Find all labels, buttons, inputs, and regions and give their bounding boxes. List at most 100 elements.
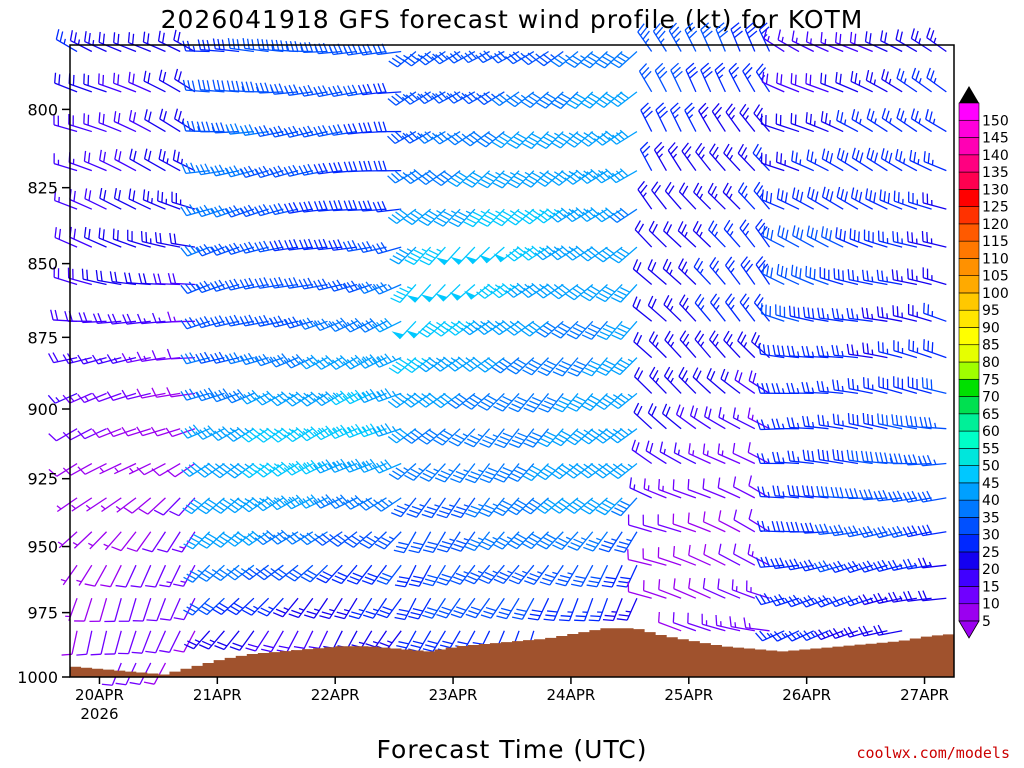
barb-half (329, 533, 335, 539)
barb-full (780, 265, 784, 277)
barb-full (799, 598, 807, 608)
barb-staff (710, 302, 726, 322)
barb-full (709, 257, 717, 267)
barb-full (97, 73, 100, 84)
barb-full (604, 614, 616, 617)
barb-full (688, 577, 691, 589)
barb-full (254, 503, 264, 512)
barb-full (380, 461, 388, 470)
barb-half (715, 268, 720, 274)
barb-full (313, 239, 320, 250)
barb-full (910, 28, 915, 39)
barb-staff (695, 151, 712, 172)
barb-full (295, 460, 305, 470)
barb-full (850, 187, 855, 198)
wind-barb (601, 564, 623, 588)
barb-full (509, 251, 519, 259)
barb-full (786, 382, 791, 394)
barb-full (427, 574, 438, 579)
barb-full (332, 536, 342, 545)
barb-full (865, 188, 869, 199)
barb-full (634, 220, 641, 230)
barb-full (248, 314, 255, 325)
barb-full (632, 259, 639, 270)
barb-full (516, 282, 526, 291)
barb-full (525, 471, 536, 478)
wind-barb (492, 208, 520, 227)
barb-full (454, 323, 464, 331)
barb-full (291, 355, 300, 365)
barb-full (207, 425, 216, 434)
barb-full (335, 357, 345, 366)
barb-full (106, 391, 114, 401)
wind-barb (128, 462, 152, 475)
barb-full (849, 488, 854, 499)
barb-full (454, 174, 464, 182)
barb-full (129, 681, 141, 686)
wind-barb (725, 256, 741, 285)
barb-half (568, 208, 574, 213)
barb-full (800, 523, 806, 534)
wind-barb (633, 367, 653, 394)
barb-half (796, 422, 800, 429)
wind-barb (313, 531, 343, 546)
wind-barb (140, 230, 166, 248)
barb-full (648, 331, 655, 342)
barb-half (60, 578, 67, 582)
barb-staff (673, 555, 697, 566)
barb-full (832, 628, 840, 638)
barb-full (587, 364, 598, 370)
barb-full (214, 316, 221, 326)
barb-full (192, 533, 203, 540)
barb-full (601, 544, 612, 549)
barb-full (245, 606, 256, 613)
barb-full (481, 179, 491, 186)
barb-full (590, 285, 601, 293)
barb-full (424, 91, 433, 100)
barb-full (380, 424, 388, 434)
barb-full (199, 429, 208, 438)
barb-full (567, 545, 578, 551)
barb-full (531, 133, 542, 140)
barb-full (272, 356, 281, 366)
barb-half (675, 38, 681, 43)
barb-staff (633, 411, 653, 430)
wind-barb (775, 151, 800, 172)
barb-full (317, 535, 327, 544)
wind-barb (171, 531, 196, 553)
wind-barb (772, 451, 800, 465)
wind-barb (637, 23, 653, 52)
barb-full (869, 72, 874, 83)
barb-full (884, 452, 888, 463)
barb-full (608, 435, 618, 444)
wind-barb (723, 143, 741, 172)
barb-full (439, 395, 449, 403)
barb-staff (425, 170, 446, 186)
barb-full (432, 178, 442, 187)
barb-full (203, 388, 211, 399)
barb-full (382, 572, 393, 578)
wind-barb (159, 630, 181, 653)
barb-full (413, 428, 423, 436)
barb-staff (396, 428, 417, 444)
barb-full (718, 510, 722, 521)
barb-full (332, 239, 339, 250)
barb-full (833, 268, 836, 279)
wind-barb (416, 130, 446, 144)
barb-full (442, 640, 453, 645)
barb-full (911, 67, 917, 79)
barb-half (539, 171, 545, 176)
barb-full (791, 451, 795, 462)
wind-barb (694, 330, 712, 359)
barb-full (766, 265, 770, 277)
barb-full (707, 182, 714, 193)
barb-full (146, 191, 150, 202)
barb-full (887, 527, 895, 538)
barb-staff (116, 497, 137, 513)
barb-full (770, 267, 774, 279)
barb-full (424, 578, 436, 583)
barb-full (302, 358, 311, 368)
barb-full (866, 343, 869, 354)
barb-full (601, 209, 610, 218)
barb-full (777, 29, 781, 40)
